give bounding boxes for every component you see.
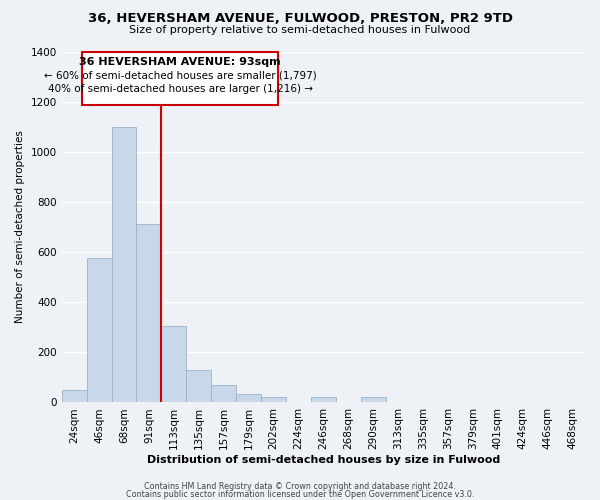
X-axis label: Distribution of semi-detached houses by size in Fulwood: Distribution of semi-detached houses by … <box>147 455 500 465</box>
Bar <box>86 258 112 402</box>
Text: Size of property relative to semi-detached houses in Fulwood: Size of property relative to semi-detach… <box>130 25 470 35</box>
Bar <box>236 394 261 402</box>
Text: Contains public sector information licensed under the Open Government Licence v3: Contains public sector information licen… <box>126 490 474 499</box>
Bar <box>186 370 211 402</box>
Bar <box>161 326 186 402</box>
Bar <box>311 398 336 402</box>
Text: 36, HEVERSHAM AVENUE, FULWOOD, PRESTON, PR2 9TD: 36, HEVERSHAM AVENUE, FULWOOD, PRESTON, … <box>88 12 512 26</box>
Bar <box>136 224 161 402</box>
Y-axis label: Number of semi-detached properties: Number of semi-detached properties <box>15 130 25 324</box>
Text: 40% of semi-detached houses are larger (1,216) →: 40% of semi-detached houses are larger (… <box>47 84 313 94</box>
Text: 36 HEVERSHAM AVENUE: 93sqm: 36 HEVERSHAM AVENUE: 93sqm <box>79 57 281 67</box>
Bar <box>112 126 136 402</box>
FancyBboxPatch shape <box>82 52 278 106</box>
Text: Contains HM Land Registry data © Crown copyright and database right 2024.: Contains HM Land Registry data © Crown c… <box>144 482 456 491</box>
Bar <box>62 390 86 402</box>
Bar <box>261 398 286 402</box>
Bar <box>361 398 386 402</box>
Text: ← 60% of semi-detached houses are smaller (1,797): ← 60% of semi-detached houses are smalle… <box>44 70 316 81</box>
Bar <box>211 385 236 402</box>
